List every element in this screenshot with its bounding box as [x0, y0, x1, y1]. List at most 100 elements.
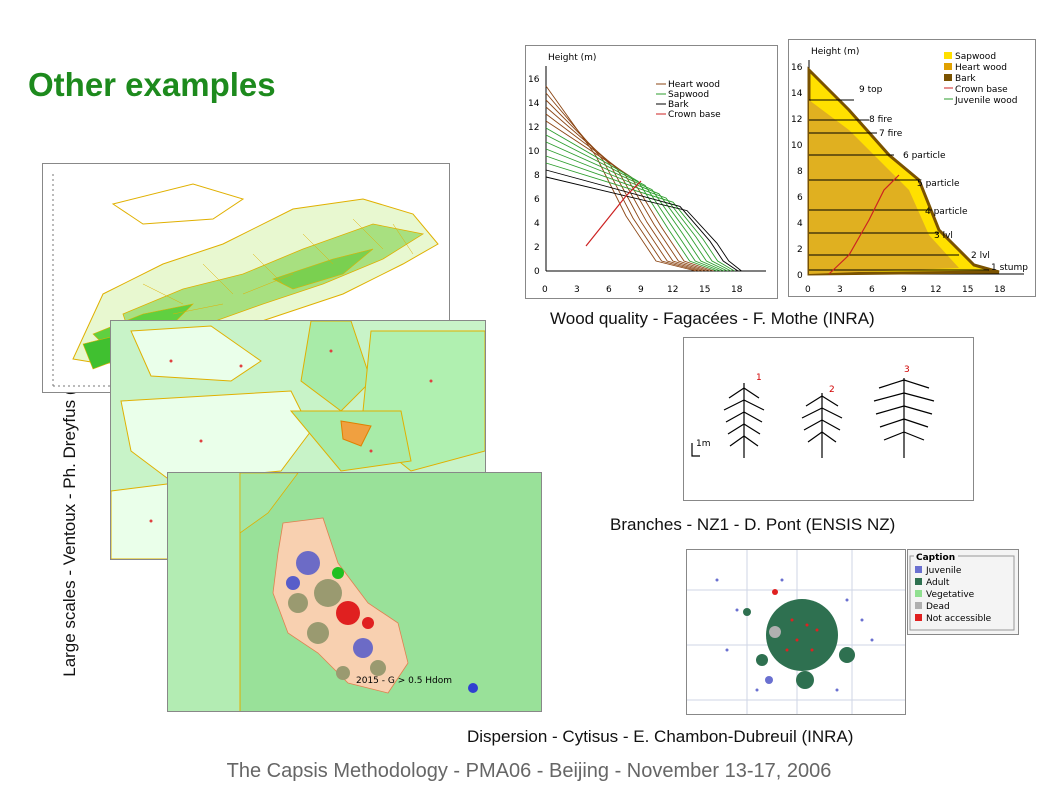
svg-text:0: 0 — [542, 285, 548, 295]
dispersion-caption: Dispersion - Cytisus - E. Chambon-Dubreu… — [467, 727, 854, 746]
svg-text:6: 6 — [797, 193, 803, 203]
svg-text:12: 12 — [930, 285, 941, 295]
svg-text:12: 12 — [667, 285, 678, 295]
svg-text:5 particle: 5 particle — [917, 179, 960, 189]
branch-label-3: 3 — [904, 365, 910, 375]
stem-profile-line — [545, 134, 721, 272]
branch-label-2: 2 — [829, 385, 835, 395]
svg-text:9: 9 — [901, 285, 907, 295]
svg-text:16: 16 — [528, 75, 540, 85]
svg-text:Dead: Dead — [926, 602, 950, 612]
svg-text:12: 12 — [791, 115, 802, 125]
branches-caption: Branches - NZ1 - D. Pont (ENSIS NZ) — [610, 515, 896, 534]
svg-text:8 fire: 8 fire — [869, 115, 893, 125]
svg-text:7 fire: 7 fire — [879, 129, 903, 139]
slide-title: Other examples — [28, 66, 276, 103]
stem-profile-line — [545, 148, 728, 272]
svg-text:Sapwood: Sapwood — [668, 90, 709, 100]
svg-text:0: 0 — [534, 267, 540, 277]
map-front-drawing: 2015 - G > 0.5 Hdom — [168, 473, 541, 711]
stem-profile-line — [545, 155, 732, 272]
svg-text:6 particle: 6 particle — [903, 151, 946, 161]
svg-text:4: 4 — [797, 219, 803, 229]
svg-text:3: 3 — [574, 285, 580, 295]
svg-text:Bark: Bark — [668, 100, 689, 110]
svg-text:2: 2 — [534, 243, 540, 253]
stem-profile-line — [545, 120, 714, 272]
stem-profile-line — [545, 127, 718, 272]
svg-text:Crown base: Crown base — [668, 110, 721, 120]
branches-scale: 1m — [696, 439, 711, 449]
svg-text:9: 9 — [638, 285, 644, 295]
map-front-panel: 2015 - G > 0.5 Hdom — [167, 472, 542, 712]
svg-text:10: 10 — [791, 141, 803, 151]
wood-quality-caption: Wood quality - Fagacées - F. Mothe (INRA… — [550, 309, 875, 328]
stem-profile-line — [545, 113, 711, 272]
svg-text:8: 8 — [534, 171, 540, 181]
svg-text:Heart wood: Heart wood — [955, 63, 1007, 73]
wood-quality-chart-right: Height (m) 16 14 12 10 8 6 4 2 0 9 top 8… — [788, 39, 1036, 297]
svg-text:2 lvl: 2 lvl — [971, 251, 990, 261]
wood-quality-chart-left: Height (m) 16 14 12 10 8 6 4 2 0 0 3 6 9… — [525, 45, 778, 299]
svg-text:Vegetative: Vegetative — [926, 590, 975, 600]
right-chart-ylabel: Height (m) — [811, 47, 859, 57]
svg-text:4 particle: 4 particle — [925, 207, 968, 217]
stem-profile-line — [545, 99, 704, 272]
slide-footer: The Capsis Methodology - PMA06 - Beijing… — [226, 760, 832, 782]
svg-text:Not accessible: Not accessible — [926, 614, 992, 624]
svg-text:Juvenile wood: Juvenile wood — [954, 96, 1017, 106]
left-chart-curves — [545, 85, 742, 272]
svg-text:6: 6 — [606, 285, 612, 295]
svg-text:0: 0 — [797, 271, 803, 281]
svg-text:8: 8 — [797, 167, 803, 177]
dispersion-legend-svg: Caption Juvenile Adult Vegetative Dead N… — [909, 551, 1015, 631]
stem-profile-line — [545, 162, 735, 272]
svg-text:14: 14 — [528, 99, 540, 109]
svg-text:15: 15 — [699, 285, 710, 295]
branch-label-1: 1 — [756, 373, 762, 383]
svg-text:4: 4 — [534, 219, 540, 229]
dispersion-caption-box: Caption Juvenile Adult Vegetative Dead N… — [907, 549, 1019, 635]
map-front-label: 2015 - G > 0.5 Hdom — [356, 676, 452, 686]
svg-text:10: 10 — [528, 147, 540, 157]
right-chart-yticks: 16 14 12 10 8 6 4 2 0 — [791, 63, 803, 281]
right-chart-legend: Sapwood Heart wood Bark Crown base Juven… — [944, 52, 1017, 106]
dispersion-caption-title: Caption — [916, 553, 955, 563]
stem-profile-line — [545, 141, 725, 272]
svg-text:Sapwood: Sapwood — [955, 52, 996, 62]
right-chart-xticks: 0 3 6 9 12 15 18 — [805, 285, 1006, 295]
svg-text:1 stump: 1 stump — [991, 263, 1028, 273]
dispersion-svg — [687, 550, 905, 714]
stem-profile-line — [545, 169, 739, 272]
svg-text:14: 14 — [791, 89, 803, 99]
svg-text:3 lvl: 3 lvl — [934, 231, 953, 241]
svg-text:Heart wood: Heart wood — [668, 80, 720, 90]
left-chart-ylabel: Height (m) — [548, 53, 596, 63]
svg-text:3: 3 — [837, 285, 843, 295]
svg-text:6: 6 — [869, 285, 875, 295]
left-chart-legend: Heart wood Sapwood Bark Crown base — [656, 80, 721, 120]
svg-text:12: 12 — [528, 123, 539, 133]
svg-text:15: 15 — [962, 285, 973, 295]
svg-text:16: 16 — [791, 63, 803, 73]
right-chart-annotations: 9 top 8 fire 7 fire 6 particle 5 particl… — [859, 85, 1028, 273]
left-chart-xticks: 0 3 6 9 12 15 18 — [542, 285, 743, 295]
svg-text:0: 0 — [805, 285, 811, 295]
wood-quality-right-svg: Height (m) 16 14 12 10 8 6 4 2 0 9 top 8… — [789, 40, 1035, 296]
svg-text:Crown base: Crown base — [955, 85, 1008, 95]
svg-text:Adult: Adult — [926, 578, 950, 588]
stem-profile-line — [545, 176, 742, 272]
svg-text:Bark: Bark — [955, 74, 976, 84]
stem-profile-line — [545, 106, 707, 272]
svg-text:2: 2 — [797, 245, 803, 255]
wood-quality-left-svg: Height (m) 16 14 12 10 8 6 4 2 0 0 3 6 9… — [526, 46, 777, 298]
svg-text:Juvenile: Juvenile — [925, 566, 962, 576]
branches-panel: 1m 1 2 3 — [683, 337, 974, 501]
dispersion-plot-panel — [686, 549, 906, 715]
crown-base-line — [585, 180, 642, 247]
svg-text:6: 6 — [534, 195, 540, 205]
branches-svg: 1m 1 2 3 — [684, 338, 973, 500]
svg-text:18: 18 — [994, 285, 1006, 295]
svg-text:18: 18 — [731, 285, 743, 295]
svg-text:9 top: 9 top — [859, 85, 883, 95]
